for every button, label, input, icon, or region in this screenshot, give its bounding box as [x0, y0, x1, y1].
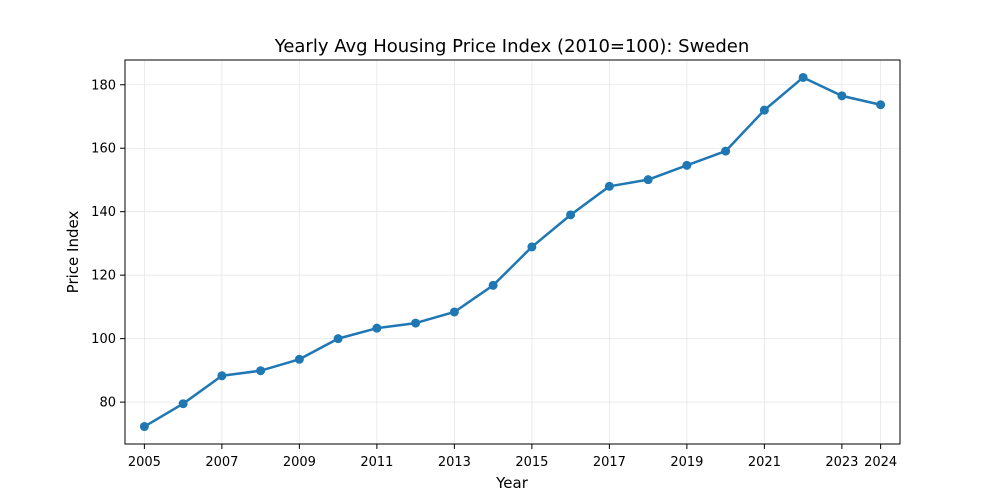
data-point — [217, 371, 227, 381]
x-tick-label: 2017 — [593, 455, 626, 470]
x-tick-label: 2023 — [825, 455, 858, 470]
y-tick-label: 160 — [91, 142, 116, 157]
data-point — [178, 399, 188, 409]
x-tick-label: 2005 — [128, 455, 161, 470]
data-point — [333, 334, 343, 344]
y-tick-label: 120 — [91, 269, 116, 284]
data-point — [566, 210, 576, 220]
data-point — [372, 323, 382, 333]
data-point — [294, 354, 304, 364]
x-tick-label: 2007 — [205, 455, 238, 470]
data-point — [643, 175, 653, 185]
chart-title: Yearly Avg Housing Price Index (2010=100… — [274, 36, 750, 57]
x-tick-label: 2019 — [670, 455, 703, 470]
y-tick-label: 140 — [91, 205, 116, 220]
x-tick-label: 2021 — [748, 455, 781, 470]
data-point — [682, 160, 692, 170]
x-tick-label: 2024 — [864, 455, 897, 470]
axis-ticks: 2005 2007 2009 2011 2013 2015 2017 2019 2021 2023… — [91, 78, 897, 470]
grid — [125, 60, 900, 444]
data-point — [488, 280, 498, 290]
data-point — [139, 422, 149, 432]
y-tick-label: 180 — [91, 78, 116, 93]
y-axis-label: Price Index — [64, 211, 82, 294]
data-point — [256, 366, 266, 376]
data-point — [876, 100, 886, 110]
data-point — [721, 146, 731, 156]
data-point — [604, 181, 614, 191]
data-point — [759, 105, 769, 115]
data-point — [798, 72, 808, 82]
data-point — [837, 91, 847, 101]
y-tick-label: 80 — [99, 396, 116, 411]
x-tick-label: 2011 — [360, 455, 393, 470]
plot-area-frame — [124, 59, 901, 445]
x-tick-label: 2015 — [515, 455, 548, 470]
data-point — [411, 318, 421, 328]
data-point — [527, 242, 537, 252]
y-tick-label: 100 — [91, 332, 116, 347]
series-layer — [139, 72, 886, 432]
series-line — [143, 76, 882, 428]
x-tick-label: 2009 — [283, 455, 316, 470]
x-axis-label: Year — [495, 474, 529, 492]
x-tick-label: 2013 — [438, 455, 471, 470]
data-point — [449, 307, 459, 317]
